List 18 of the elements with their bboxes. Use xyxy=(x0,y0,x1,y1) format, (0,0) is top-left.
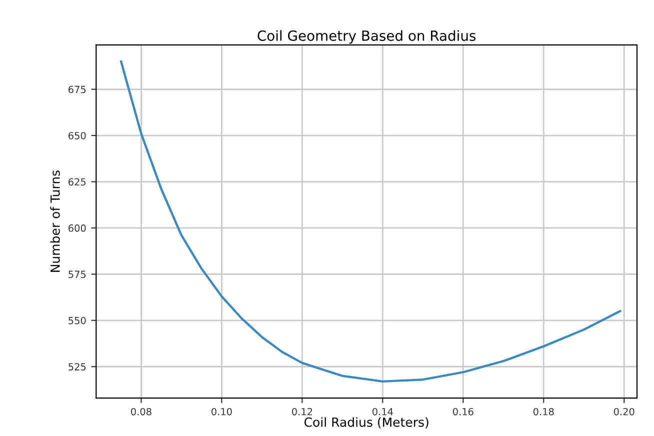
x-tick-label: 0.08 xyxy=(131,408,152,416)
x-tick-label: 0.20 xyxy=(614,408,634,416)
y-tick-label: 525 xyxy=(68,363,86,370)
y-tick-label: 625 xyxy=(68,178,86,186)
x-tick-label: 0.16 xyxy=(452,408,474,416)
y-tick-label: 575 xyxy=(68,270,86,278)
y-tick-label: 675 xyxy=(68,86,86,94)
x-tick-label: 0.10 xyxy=(212,408,232,416)
y-axis-title: Number of Turns xyxy=(50,170,60,272)
x-tick-label: 0.12 xyxy=(292,408,312,416)
x-axis-title: Coil Radius (Meters) xyxy=(304,417,428,428)
y-tick-label: 650 xyxy=(68,132,86,140)
y-tick-label: 600 xyxy=(68,224,86,232)
x-tick-label: 0.14 xyxy=(372,408,393,416)
line-series xyxy=(120,60,622,383)
x-tick-label: 0.18 xyxy=(533,408,554,416)
y-tick-label: 550 xyxy=(68,316,86,324)
chart-title: Coil Geometry Based on Radius xyxy=(258,30,476,44)
